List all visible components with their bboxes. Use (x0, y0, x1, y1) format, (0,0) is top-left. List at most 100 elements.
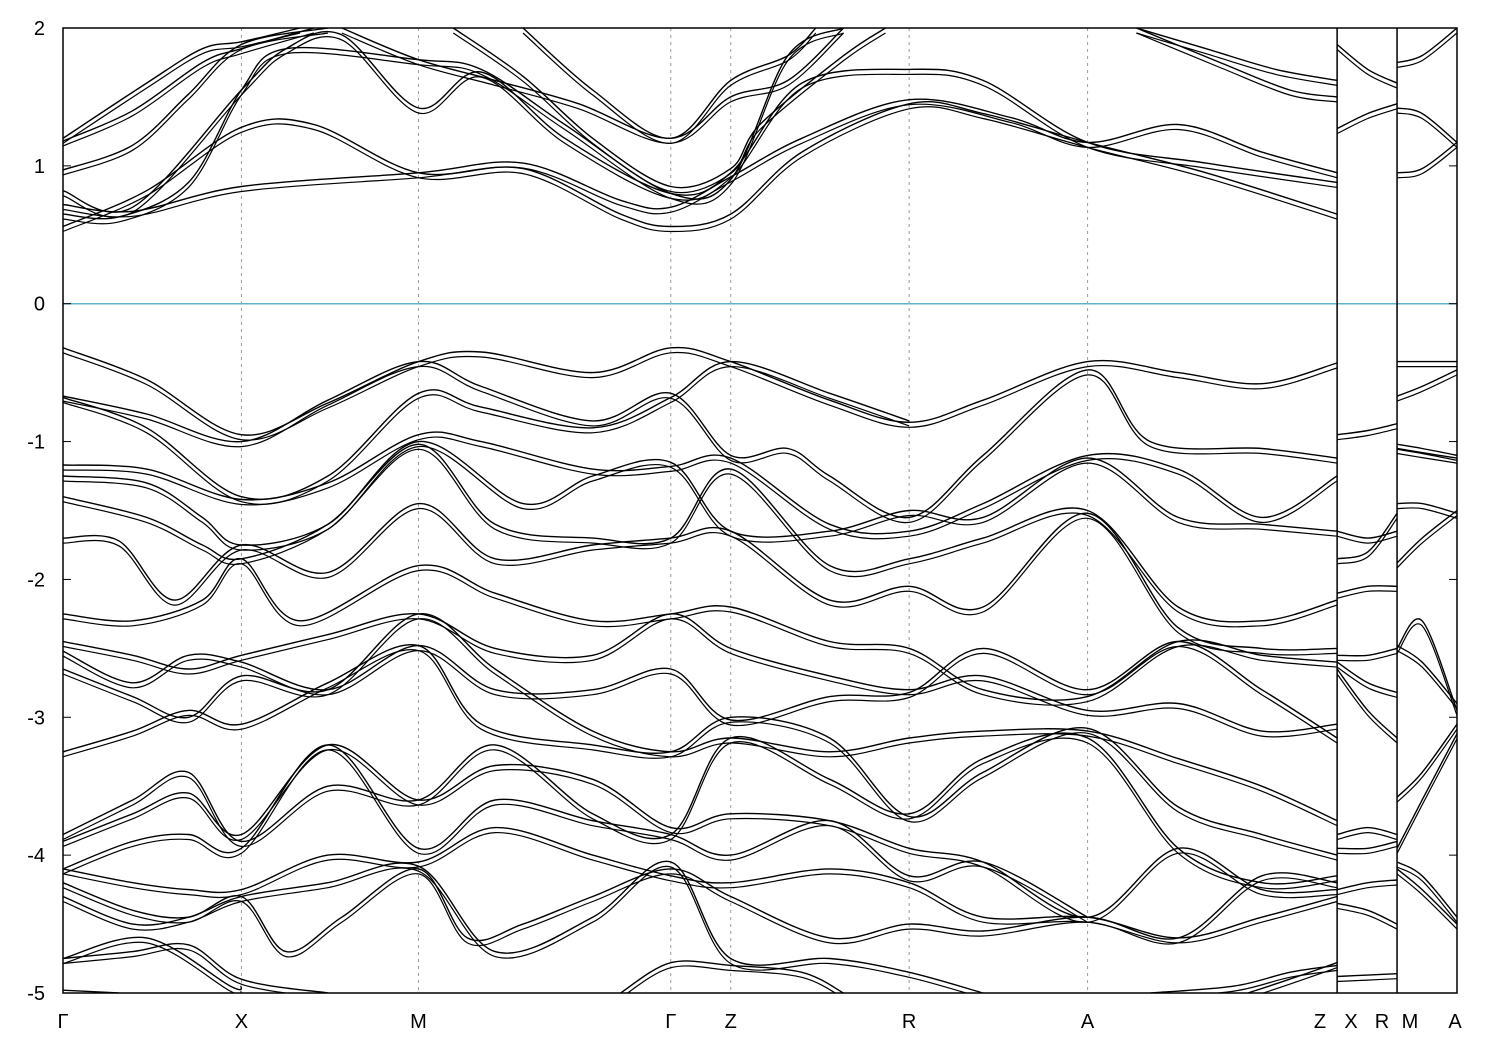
band-line (522, 28, 817, 140)
band-line (1396, 515, 1457, 569)
band-line (63, 360, 910, 501)
band-line (1396, 650, 1457, 709)
band-line (1336, 512, 1398, 560)
band-line (1396, 861, 1457, 918)
band-line-partner (63, 507, 1338, 656)
x-tick-label: Z (725, 1011, 737, 1033)
band-line (1396, 369, 1457, 397)
band-line (63, 360, 1338, 519)
x-tick-label: R (902, 1011, 916, 1033)
x-tick-label: A (1448, 1011, 1462, 1033)
band-line (63, 32, 315, 147)
band-line (63, 613, 1338, 733)
x-tick-label: Γ (57, 1011, 68, 1033)
band-line (63, 744, 1338, 918)
band-line-partner (63, 947, 291, 993)
band-line (63, 749, 1088, 923)
x-tick-label: R (1375, 1011, 1389, 1033)
band-line-partner (1396, 866, 1457, 923)
band-line-partner (626, 965, 837, 993)
band-line (1336, 517, 1398, 565)
band-line-partner (1396, 873, 1457, 930)
band-line (63, 860, 984, 993)
band-line (63, 831, 1338, 944)
band-line (63, 865, 969, 993)
band-line (1336, 907, 1398, 930)
band-line-partner (63, 618, 1338, 827)
band-line (1396, 509, 1457, 564)
x-tick-label: Z (1314, 1011, 1326, 1033)
separators (1336, 28, 1398, 993)
band-line (452, 32, 886, 194)
band-line (63, 436, 1338, 540)
band-line (63, 100, 1338, 228)
band-line (1247, 962, 1338, 993)
band-line-partner (1396, 112, 1457, 148)
band-line-partner (63, 749, 1088, 923)
band-line (1397, 502, 1457, 514)
band-line (63, 737, 1338, 890)
band-line-partner (63, 645, 1338, 744)
band-line (1396, 448, 1457, 461)
band-line (1336, 661, 1398, 694)
band-line (1396, 452, 1457, 464)
band-line-partner (63, 32, 329, 176)
band-line (1337, 647, 1398, 657)
x-tick-label: M (1402, 1011, 1419, 1033)
band-line-partner (63, 737, 1338, 890)
band-line (1150, 964, 1338, 993)
band-line (1211, 969, 1338, 993)
x-tick-label: Γ (665, 1011, 676, 1033)
band-line-partner (63, 106, 1338, 233)
x-tick-label: A (1081, 1011, 1095, 1033)
band-line-partner (1336, 590, 1398, 599)
plot-frame (62, 27, 1458, 994)
band-line (63, 744, 1088, 918)
band-line-partner (63, 436, 1338, 540)
band-line (63, 618, 1338, 827)
band-line (63, 35, 1338, 218)
band-line-partner (1396, 728, 1457, 803)
band-line (1337, 423, 1398, 436)
band-line (63, 431, 1338, 535)
band-line (1337, 840, 1398, 850)
band-line (63, 995, 119, 998)
band-line-partner (1336, 535, 1398, 544)
band-line (63, 28, 329, 171)
band-line-partner (1396, 650, 1457, 709)
band-line (63, 507, 1338, 656)
band-line (63, 28, 301, 139)
band-line (1336, 103, 1398, 130)
band-line (63, 28, 844, 220)
band-line (1396, 623, 1457, 716)
band-line (63, 649, 1338, 861)
band-line (63, 868, 1338, 953)
band-line (1336, 826, 1398, 836)
x-tick-label: X (1344, 1011, 1357, 1033)
band-line (1337, 428, 1398, 441)
band-line (1396, 738, 1457, 854)
y-tick-label: -2 (27, 569, 45, 591)
band-line-partner (1336, 907, 1398, 930)
band-line (63, 873, 1338, 958)
band-line (1336, 43, 1398, 84)
band-line (1336, 666, 1398, 699)
band-line (1396, 866, 1457, 923)
band-line (1396, 146, 1457, 179)
band-line (1396, 723, 1457, 798)
band-line-partner (1336, 831, 1398, 841)
y-tick-label: 2 (34, 18, 45, 40)
y-tick-label: -1 (27, 432, 45, 454)
band-line-partner (1336, 673, 1398, 744)
band-line-partner (63, 873, 1338, 958)
band-line (1396, 645, 1457, 704)
band-line (63, 947, 291, 993)
band-line (1396, 112, 1457, 148)
band-line-partner (63, 618, 1338, 738)
band-line (1336, 831, 1398, 841)
band-line (63, 365, 1338, 524)
band-line-partner (1396, 623, 1457, 716)
band-line-partner (1336, 49, 1398, 89)
band-line (341, 28, 845, 140)
band-line (1396, 447, 1457, 459)
